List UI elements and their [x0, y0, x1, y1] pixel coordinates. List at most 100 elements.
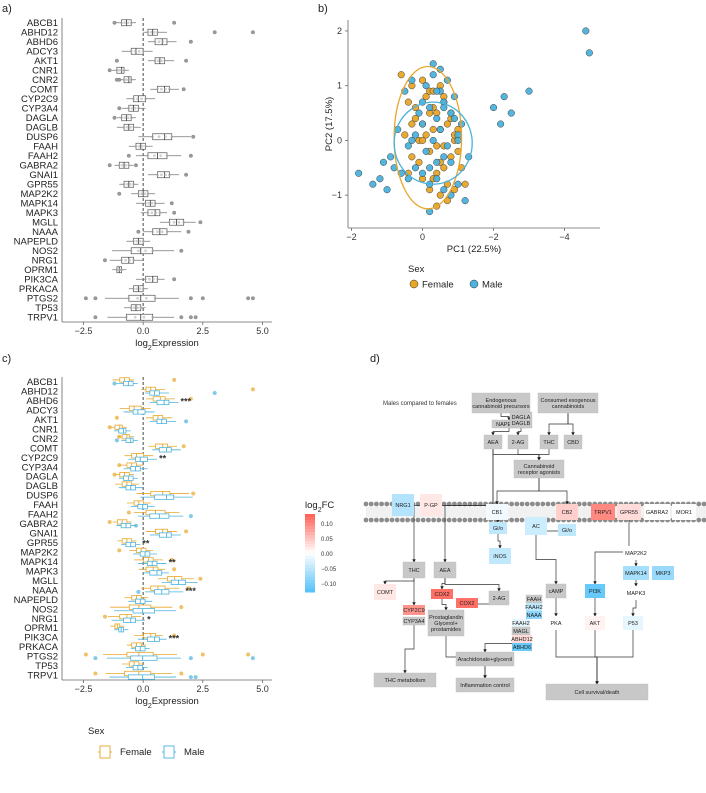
point-female-20 — [408, 153, 416, 161]
node-box-inflam — [455, 677, 515, 693]
legend-title: Sex — [88, 726, 105, 737]
edge-aea2-2ag2 — [444, 578, 501, 592]
point-male-35 — [422, 147, 430, 155]
point-GABRA2-1 — [121, 163, 124, 167]
node-label-thc2: THC — [408, 568, 419, 574]
outlier-MAP2K2-0 — [117, 548, 122, 553]
outlier-PTGS2-4 — [246, 296, 251, 301]
point-female-17 — [429, 125, 437, 134]
box-male-CNR1 — [118, 428, 127, 434]
point-NAAA-1 — [156, 230, 159, 234]
point-male-24 — [433, 114, 441, 123]
gene-label-GNAI1: GNAI1 — [29, 170, 58, 181]
point-FAAH-1 — [137, 144, 141, 148]
node-label-agonists: Cannabinoid — [524, 464, 555, 470]
membrane-head-top — [374, 501, 379, 507]
point-MAPK14-1 — [147, 201, 151, 205]
point-female-13 — [443, 120, 451, 128]
membrane-head-bottom — [389, 517, 395, 523]
point-NOS2-0 — [129, 249, 133, 253]
node-box-endo — [471, 392, 531, 414]
point-NAPEPLD-0 — [132, 239, 135, 243]
node-label-pi3k: PI3K — [589, 589, 601, 595]
membrane-head-top — [701, 501, 706, 507]
outlier-AKT1-0 — [114, 58, 119, 63]
gene-label-CYP3A4: CYP3A4 — [22, 462, 58, 473]
point-COMT-3 — [167, 87, 171, 91]
point-DUSP6-2 — [164, 135, 167, 139]
membrane-core — [366, 507, 706, 517]
legend-tick-label: −0.10 — [321, 582, 337, 588]
legend-swatch — [305, 562, 315, 566]
boxplot-chart-a: ABCB1ABHD12ABHD6ADCY3AKT1CNR1CNR2COMTCYP… — [14, 18, 272, 352]
point-TRPV1-2 — [142, 315, 146, 319]
outlier-MAPK14-0 — [169, 557, 174, 562]
outlier-TRPV1-3 — [193, 315, 198, 320]
point-female-49 — [408, 120, 416, 128]
node-box-cbd — [563, 434, 583, 450]
outlier-PTGS2-0 — [83, 296, 88, 301]
gene-label-NAAA: NAAA — [32, 227, 59, 238]
node-label-inos: iNOS — [493, 554, 506, 560]
outlier-CNR2-1 — [114, 77, 119, 82]
point-female-6 — [422, 93, 430, 101]
x-tick-label: 2.5 — [197, 326, 210, 336]
outlier-NRG1-0 — [103, 258, 107, 263]
membrane-head-bottom — [441, 517, 447, 523]
point-NOS2-3 — [151, 249, 155, 253]
legend-box-female — [99, 745, 111, 759]
node-label-thcmet: THC metabolism — [385, 678, 426, 684]
y-tick-label: 2 — [337, 26, 342, 36]
box-PTGS2 — [128, 294, 156, 302]
x-tick-label: −2.5 — [75, 684, 93, 694]
node-label-map2k2: MAP2K2 — [625, 551, 647, 557]
gene-label-CYP2C9: CYP2C9 — [21, 453, 58, 464]
outlier-ABCB1-1 — [112, 381, 117, 386]
point-female-36 — [433, 142, 441, 150]
point-female-43 — [440, 164, 448, 172]
membrane-head-bottom — [457, 517, 462, 523]
point-CYP3A4-2 — [133, 106, 137, 110]
point-GABRA2-3 — [127, 163, 131, 167]
significance-NAAA: *** — [185, 586, 196, 596]
point-ABCB1-3 — [129, 21, 133, 25]
membrane-head-bottom — [472, 517, 478, 523]
node-pi3k: PI3K — [585, 584, 605, 598]
legend-marker-female — [409, 279, 419, 289]
node-mapk3: MAPK3 — [623, 586, 649, 600]
node-box-dagla — [509, 411, 533, 429]
outlier-TRPV1-2 — [93, 671, 98, 676]
point-PIK3CA-0 — [144, 277, 147, 281]
legend-swatch — [305, 535, 315, 539]
gene-label-MAPK14: MAPK14 — [21, 557, 59, 568]
node-label-mapk14: MAPK14 — [625, 571, 647, 577]
gene-label-FAAH: FAAH — [33, 500, 58, 511]
gene-label-ABCB1: ABCB1 — [27, 377, 58, 388]
point-MAPK14-3 — [153, 201, 157, 205]
node-label-abhd12: ABHD12 — [511, 637, 532, 643]
y-axis-title: PC2 (17.5%) — [324, 97, 335, 151]
node-p53: P53 — [623, 616, 643, 630]
point-male-57 — [379, 158, 388, 166]
gene-label-COMT: COMT — [30, 443, 58, 454]
membrane-head-bottom — [384, 517, 390, 523]
point-male-29 — [418, 120, 427, 128]
gene-label-NAPEPLD: NAPEPLD — [14, 595, 58, 606]
gene-label-NOS2: NOS2 — [32, 246, 58, 257]
point-ABHD12-2 — [152, 30, 156, 34]
outlier-CNR1-0 — [107, 425, 112, 430]
membrane-head-top — [379, 501, 384, 507]
gene-label-DUSP6: DUSP6 — [26, 491, 58, 502]
node-box-cox2b — [456, 598, 478, 608]
legend-title: Sex — [408, 264, 425, 275]
membrane-head-bottom — [701, 517, 706, 523]
node-cb2: CB2 — [556, 504, 578, 520]
gene-label-NRG1: NRG1 — [32, 614, 58, 625]
outlier-CNR1-0 — [107, 68, 112, 73]
point-MAPK14-2 — [150, 201, 154, 205]
point-male-40 — [450, 114, 459, 123]
gene-label-MGLL: MGLL — [32, 218, 58, 229]
membrane-head-bottom — [509, 517, 514, 523]
